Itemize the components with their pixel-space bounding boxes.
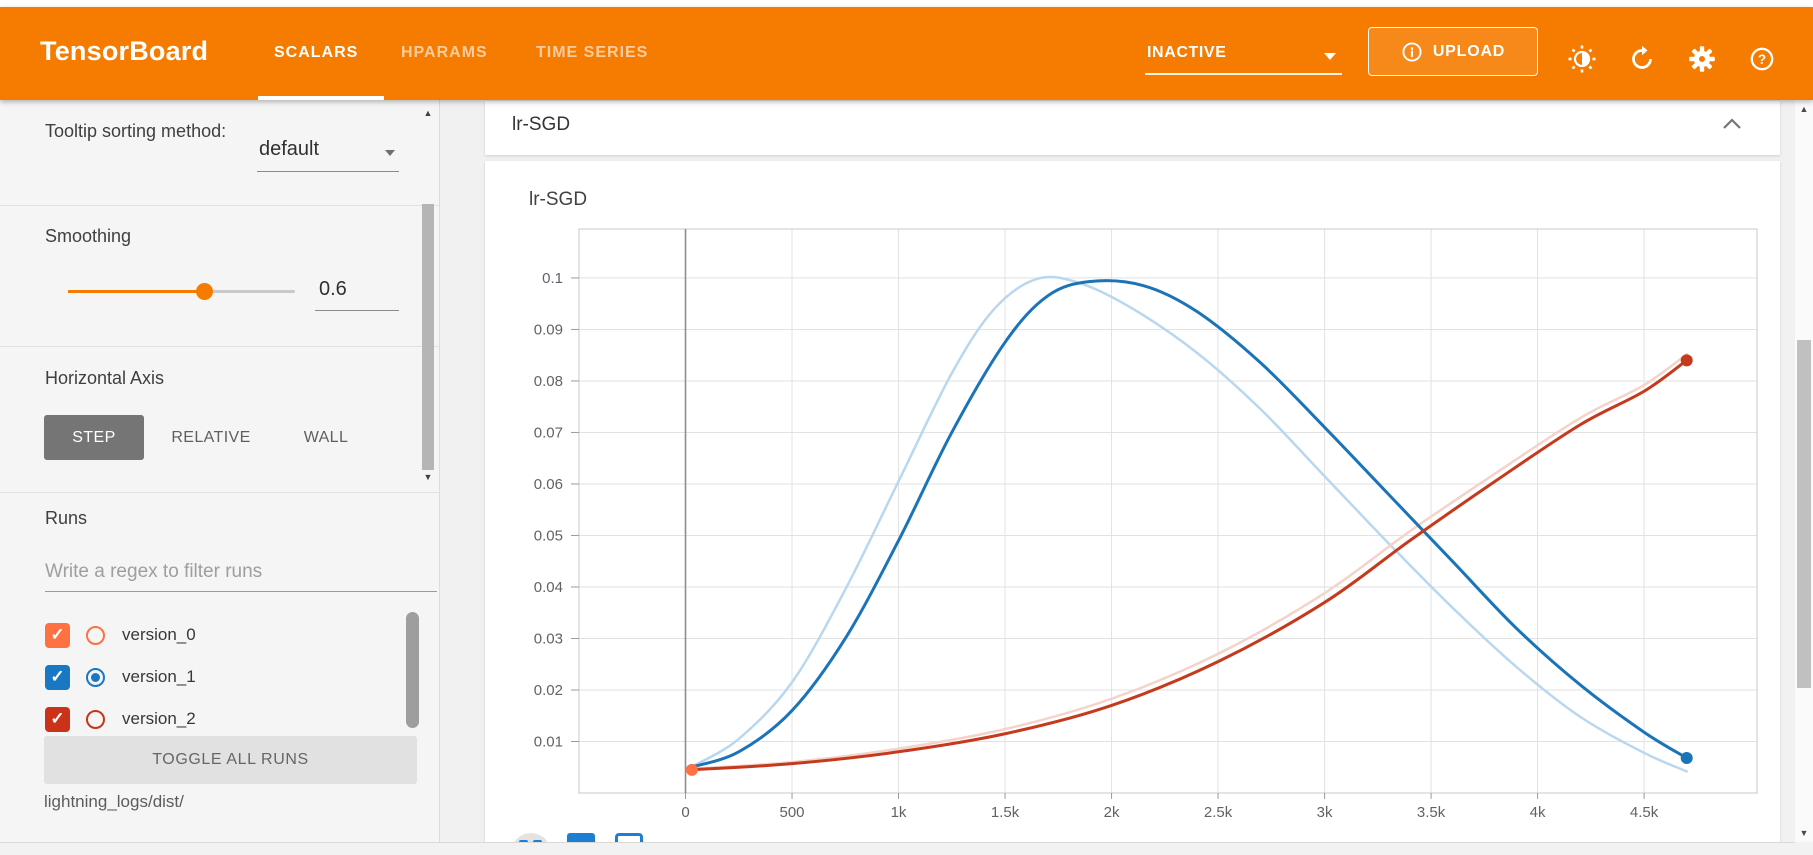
run-radio[interactable] bbox=[86, 709, 105, 729]
svg-text:0.05: 0.05 bbox=[534, 527, 563, 544]
svg-text:2k: 2k bbox=[1104, 804, 1120, 821]
run-row-version-2[interactable]: ✓ version_2 bbox=[45, 698, 395, 740]
svg-text:500: 500 bbox=[780, 804, 805, 821]
run-name: version_0 bbox=[122, 625, 196, 644]
svg-text:3k: 3k bbox=[1317, 804, 1333, 821]
scroll-down-icon[interactable]: ▼ bbox=[1799, 828, 1809, 838]
status-dropdown[interactable]: INACTIVE bbox=[1145, 37, 1342, 75]
blue-dash-icon bbox=[519, 840, 528, 842]
page-scrollbar[interactable]: ▲ ▼ bbox=[1795, 100, 1813, 842]
section-title: lr-SGD bbox=[512, 114, 571, 135]
app-header: TensorBoard SCALARS HPARAMS TIME SERIES … bbox=[0, 7, 1813, 100]
tooltip-sorting-dropdown[interactable]: default bbox=[257, 136, 399, 172]
svg-text:3.5k: 3.5k bbox=[1417, 804, 1446, 821]
tooltip-sorting-label: Tooltip sorting method: bbox=[45, 121, 227, 141]
run-checkbox[interactable]: ✓ bbox=[45, 622, 70, 648]
divider bbox=[0, 205, 439, 206]
app-logo: TensorBoard bbox=[40, 36, 209, 66]
run-radio[interactable] bbox=[86, 625, 105, 645]
smoothing-value-field[interactable]: 0.6 bbox=[315, 278, 399, 311]
settings-icon[interactable] bbox=[1686, 43, 1718, 75]
horizontal-axis-label: Horizontal Axis bbox=[45, 368, 165, 388]
sidebar: Tooltip sorting method: default Smoothin… bbox=[0, 100, 439, 855]
svg-text:4k: 4k bbox=[1530, 804, 1546, 821]
chevron-down-icon bbox=[1324, 53, 1336, 60]
scalar-section-header: lr-SGD bbox=[485, 101, 1780, 155]
divider bbox=[0, 492, 439, 493]
run-checkbox[interactable]: ✓ bbox=[45, 706, 70, 732]
svg-text:0: 0 bbox=[681, 804, 689, 821]
axis-button-wall[interactable]: WALL bbox=[303, 428, 349, 446]
upload-button[interactable]: UPLOAD bbox=[1368, 27, 1538, 76]
blue-dash-icon bbox=[533, 840, 542, 842]
run-row-version-1[interactable]: ✓ version_1 bbox=[45, 656, 395, 698]
runs-label: Runs bbox=[45, 508, 88, 528]
smoothing-slider-fill bbox=[68, 290, 205, 293]
run-name: version_2 bbox=[122, 709, 196, 728]
expand-chart-icon[interactable] bbox=[615, 833, 643, 842]
bottom-strip bbox=[0, 842, 1795, 855]
help-icon[interactable]: ? bbox=[1746, 43, 1778, 75]
svg-text:1.5k: 1.5k bbox=[991, 804, 1020, 821]
runs-scrollbar-thumb[interactable] bbox=[406, 612, 419, 728]
run-checkbox[interactable]: ✓ bbox=[45, 664, 70, 690]
scroll-up-icon[interactable]: ▲ bbox=[1799, 104, 1809, 114]
window-top-strip bbox=[0, 0, 1813, 7]
chart-title: lr-SGD bbox=[529, 189, 588, 210]
divider bbox=[0, 346, 439, 347]
chart-actions-button[interactable] bbox=[511, 833, 551, 842]
active-tab-underline bbox=[258, 96, 384, 100]
info-icon bbox=[1402, 41, 1422, 62]
settings-scrollbar-thumb[interactable] bbox=[422, 204, 434, 470]
svg-text:0.09: 0.09 bbox=[534, 321, 563, 338]
axis-button-relative[interactable]: RELATIVE bbox=[171, 428, 251, 446]
svg-text:1k: 1k bbox=[891, 804, 907, 821]
chevron-down-icon bbox=[385, 150, 395, 156]
tab-hparams[interactable]: HPARAMS bbox=[401, 44, 488, 61]
smoothing-label: Smoothing bbox=[45, 226, 132, 246]
status-dropdown-value: INACTIVE bbox=[1147, 44, 1227, 61]
smoothing-slider-thumb[interactable] bbox=[196, 283, 213, 300]
axis-button-step[interactable]: STEP bbox=[44, 415, 144, 460]
tab-scalars[interactable]: SCALARS bbox=[274, 44, 359, 61]
svg-text:2.5k: 2.5k bbox=[1204, 804, 1233, 821]
svg-text:4.5k: 4.5k bbox=[1630, 804, 1659, 821]
svg-text:0.01: 0.01 bbox=[534, 733, 563, 750]
collapse-chevron-icon[interactable] bbox=[1722, 118, 1742, 130]
run-radio[interactable] bbox=[86, 667, 105, 687]
runs-filter-input[interactable] bbox=[45, 552, 437, 592]
tooltip-sorting-value: default bbox=[259, 138, 320, 160]
chart-card: 0 500 1k 1.5k 2k 2.5k 3k 3.5k 4k 4.5k 0.01 0.02 0.03… bbox=[485, 161, 1780, 842]
upload-label: UPLOAD bbox=[1432, 42, 1506, 60]
scroll-up-icon[interactable]: ▲ bbox=[423, 108, 433, 118]
pin-chart-icon[interactable] bbox=[567, 833, 595, 842]
svg-text:0.08: 0.08 bbox=[534, 373, 563, 390]
svg-text:0.04: 0.04 bbox=[534, 579, 563, 596]
tab-time-series[interactable]: TIME SERIES bbox=[536, 44, 649, 61]
run-name: version_1 bbox=[122, 667, 196, 686]
svg-text:0.07: 0.07 bbox=[534, 424, 563, 441]
svg-text:?: ? bbox=[1758, 52, 1766, 67]
logdir-path: lightning_logs/dist/ bbox=[44, 792, 184, 811]
scroll-down-icon[interactable]: ▼ bbox=[423, 472, 433, 482]
svg-text:0.03: 0.03 bbox=[534, 630, 563, 647]
sidebar-divider bbox=[439, 100, 440, 842]
page-scrollbar-thumb[interactable] bbox=[1797, 340, 1811, 688]
run-row-version-0[interactable]: ✓ version_0 bbox=[45, 614, 395, 656]
svg-text:0.02: 0.02 bbox=[534, 682, 563, 699]
brightness-icon[interactable] bbox=[1566, 43, 1598, 75]
toggle-all-runs-button[interactable]: TOGGLE ALL RUNS bbox=[44, 736, 417, 784]
lr-sgd-chart[interactable]: 0 500 1k 1.5k 2k 2.5k 3k 3.5k 4k 4.5k 0.01 0.02 0.03… bbox=[485, 161, 1780, 842]
svg-text:0.1: 0.1 bbox=[542, 270, 563, 287]
refresh-icon[interactable] bbox=[1626, 43, 1658, 75]
svg-text:0.06: 0.06 bbox=[534, 476, 563, 493]
